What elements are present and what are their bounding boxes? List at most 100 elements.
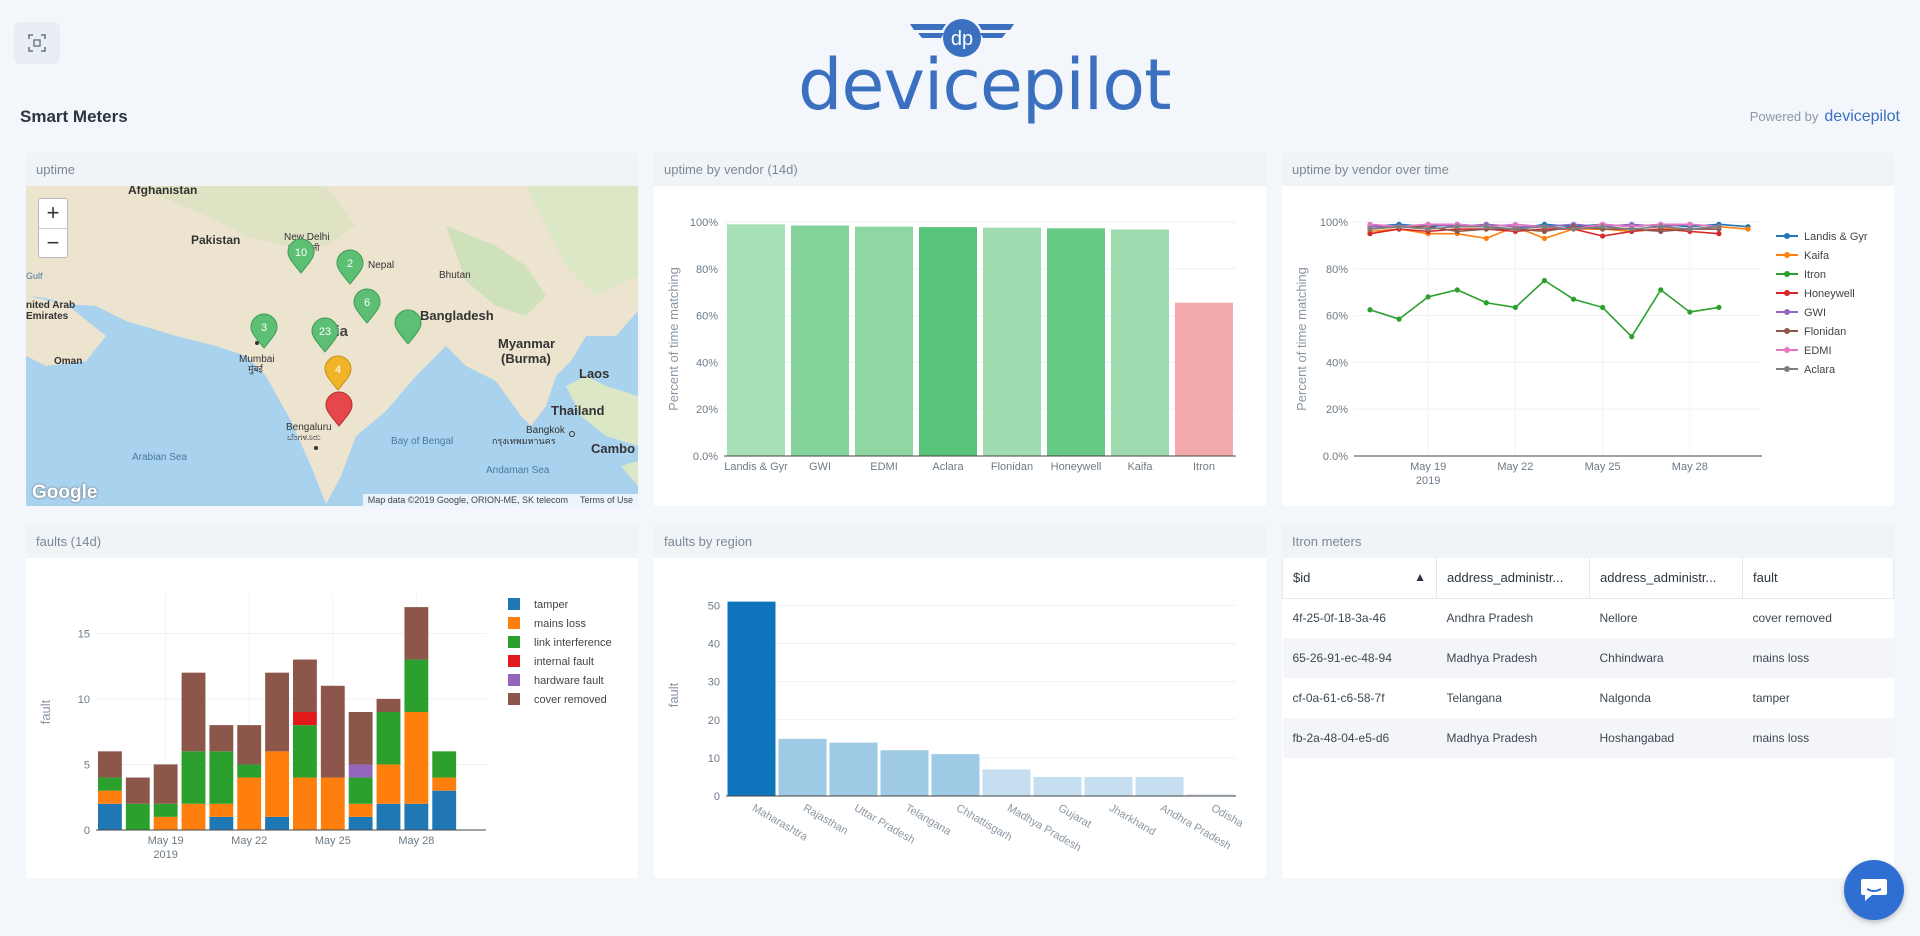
cell-fault: cover removed [1752, 611, 1832, 626]
column-header-address-2[interactable]: address_administr... [1589, 558, 1743, 599]
stacked-bar-segment [320, 685, 345, 778]
table-header-row: $id ▲ address_administr... address_admini… [1282, 558, 1894, 599]
stacked-bar-segment [348, 816, 373, 830]
stacked-bar-segment [404, 607, 429, 660]
stacked-bar-segment [98, 803, 122, 830]
stacked-bar-segment [265, 751, 289, 817]
map[interactable]: Afghanistan Pakistan New Delhi नई दिल्ली… [26, 186, 638, 506]
bar [1047, 228, 1105, 456]
panel-title: uptime [26, 152, 638, 186]
stacked-bar-segment [125, 777, 150, 804]
zoom-out-button[interactable]: − [39, 228, 67, 257]
legend-label: Flonidan [1804, 326, 1846, 338]
cell-state: Madhya Pradesh [1436, 638, 1590, 678]
map-label: New Delhi [284, 232, 330, 243]
stacked-bar-segment [320, 777, 345, 830]
stacked-bar-segment [432, 751, 457, 778]
map-marker-label: 2 [347, 258, 353, 270]
data-point [1629, 334, 1635, 340]
bar [1084, 776, 1133, 796]
data-point [1367, 221, 1373, 227]
stacked-bar-segment [181, 672, 206, 752]
table-row[interactable]: 65-26-91-ec-48-94 Madhya Pradesh Chhindw… [1282, 638, 1894, 678]
table-row[interactable]: fb-2a-48-04-e5-d6 Madhya Pradesh Hoshang… [1282, 718, 1894, 758]
y-tick-label: 40% [696, 357, 718, 369]
data-point [1716, 224, 1722, 230]
map-label: Laos [579, 366, 609, 381]
x-tick-label: May 19 [1410, 461, 1446, 473]
legend-label: Landis & Gyr [1804, 231, 1868, 243]
data-point [1600, 233, 1606, 239]
cell-id: 4f-25-0f-18-3a-46 [1292, 611, 1386, 626]
column-header-fault[interactable]: fault [1742, 558, 1894, 599]
stacked-bar-segment [209, 725, 234, 752]
bar [1175, 302, 1233, 456]
column-header-address-1[interactable]: address_administr... [1436, 558, 1590, 599]
bar [919, 227, 977, 456]
map-attribution: Map data ©2019 Google, ORION-ME, SK tele… [362, 494, 638, 506]
stacked-bar-segment [209, 816, 234, 830]
map-marker-label: 3 [261, 322, 267, 334]
cell-id: fb-2a-48-04-e5-d6 [1282, 718, 1437, 758]
data-point [1687, 309, 1693, 315]
powered-by[interactable]: Powered by devicepilot [1750, 108, 1900, 126]
data-point [1425, 221, 1431, 227]
bar [829, 742, 878, 796]
map-label: Cambo [591, 441, 635, 456]
sort-ascending-icon[interactable]: ▲ [1414, 570, 1426, 585]
data-point [1687, 221, 1693, 227]
x-tick-label: Landis & Gyr [724, 461, 788, 473]
stacked-bar-segment [348, 777, 373, 804]
legend-label: tamper [534, 599, 569, 611]
legend-swatch [508, 598, 520, 610]
legend-label: cover removed [534, 694, 607, 706]
legend-marker [1784, 366, 1790, 372]
chat-button[interactable] [1844, 860, 1904, 920]
map-zoom-control: + − [38, 198, 68, 258]
cell-state: Andhra Pradesh [1446, 611, 1534, 626]
y-tick-label: 30 [708, 677, 720, 689]
y-tick-label: 5 [84, 759, 90, 771]
uptime-over-time-chart: 0.0% 20% 40% 60% 80% 100% Percent of time matc… [1294, 217, 1868, 487]
data-point [1454, 224, 1460, 230]
map-label: Thailand [551, 403, 605, 418]
stacked-bar-segment [98, 790, 122, 804]
legend-label: Aclara [1804, 364, 1836, 376]
map-label: मुंबई [248, 363, 264, 375]
bar [931, 754, 980, 796]
map-marker: 23 [311, 317, 339, 353]
data-point [1512, 221, 1518, 227]
stacked-bar-segment [209, 803, 234, 817]
y-tick-label: 0 [84, 825, 90, 837]
map-marker: 10 [287, 238, 315, 274]
y-tick-label: 40 [708, 639, 720, 651]
data-point [1541, 224, 1548, 230]
data-point [1367, 231, 1373, 237]
zoom-in-button[interactable]: + [46, 200, 60, 225]
y-tick-label: 80% [1326, 264, 1348, 276]
data-point [1629, 226, 1635, 232]
bar [1135, 776, 1184, 796]
legend-label: Itron [1804, 269, 1826, 281]
fullscreen-button[interactable] [14, 22, 60, 64]
stacked-bar-segment [237, 777, 262, 830]
terms-link[interactable]: Terms of Use [579, 495, 633, 505]
legend-swatch [508, 674, 520, 686]
panel-title: faults (14d) [26, 524, 638, 558]
table-row[interactable]: 4f-25-0f-18-3a-46 Andhra Pradesh Nellore… [1283, 598, 1894, 638]
cell-id: 65-26-91-ec-48-94 [1282, 638, 1437, 678]
data-point [1716, 304, 1722, 311]
map-label: Emirates [26, 311, 69, 322]
cell-fault: mains loss [1742, 638, 1894, 678]
bar [880, 750, 929, 796]
stacked-bar-segment [293, 777, 317, 830]
data-point [1425, 294, 1431, 300]
map-label: Bangkok [526, 425, 566, 436]
google-logo: Google [32, 482, 98, 503]
cell-fault: mains loss [1742, 718, 1894, 758]
legend-label: Kaifa [1804, 250, 1830, 262]
stacked-bar-segment [348, 764, 373, 778]
column-header-id[interactable]: $id ▲ [1282, 558, 1437, 599]
table-row[interactable]: cf-0a-61-c6-58-7f Telangana Nalgonda tam… [1283, 678, 1894, 718]
